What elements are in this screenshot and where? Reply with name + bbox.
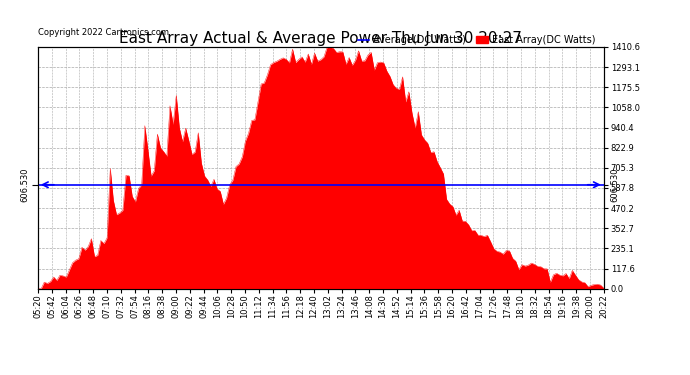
Text: Copyright 2022 Cartronics.com: Copyright 2022 Cartronics.com: [38, 28, 169, 37]
Legend: Average(DC Watts), East Array(DC Watts): Average(DC Watts), East Array(DC Watts): [354, 31, 599, 49]
Title: East Array Actual & Average Power Thu Jun 30 20:27: East Array Actual & Average Power Thu Ju…: [119, 31, 522, 46]
